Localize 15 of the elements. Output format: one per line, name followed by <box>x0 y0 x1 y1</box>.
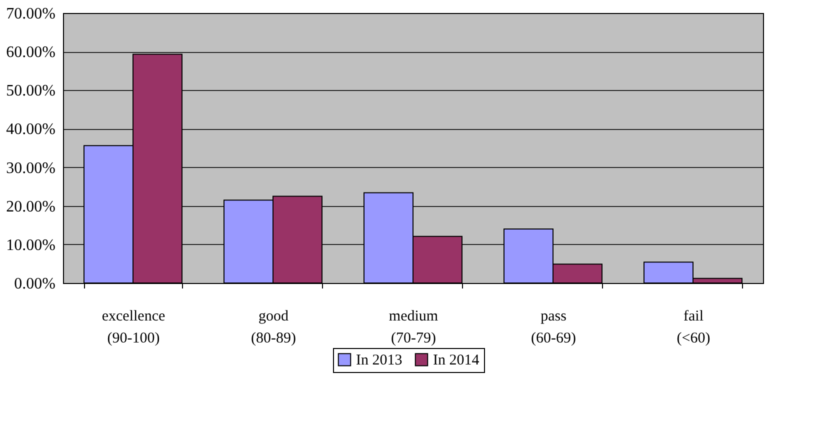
x-tick-label: pass (60-69) <box>531 308 576 346</box>
y-tick-label: 70.00% <box>6 6 56 22</box>
y-tick-label: 10.00% <box>6 236 56 254</box>
x-tick-label: excellence (90-100) <box>102 308 166 346</box>
y-tick-label: 30.00% <box>6 160 56 177</box>
x-tick-label: medium (70-79) <box>388 308 438 346</box>
y-tick-label: 40.00% <box>6 121 56 138</box>
x-tick-label: fail (<60) <box>676 308 710 346</box>
x-tick-label: good (80-89) <box>251 308 296 346</box>
y-tick-label: 0.00% <box>14 276 56 292</box>
legend-label: In 2013 <box>356 352 402 369</box>
y-tick-label: 60.00% <box>6 44 56 62</box>
y-tick-label: 20.00% <box>6 198 56 216</box>
y-tick-label: 50.00% <box>6 82 56 100</box>
legend-label: In 2014 <box>433 352 480 369</box>
